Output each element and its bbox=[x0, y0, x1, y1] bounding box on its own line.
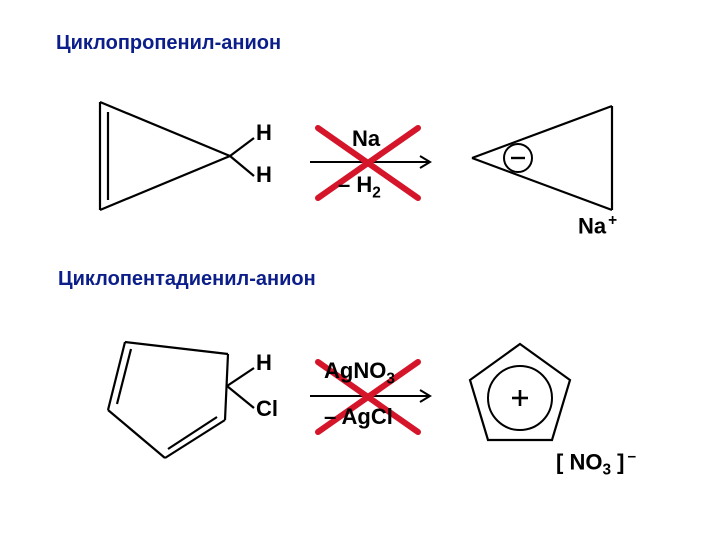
label-Na-reagent: Na bbox=[352, 126, 380, 152]
label-Cl: Cl bbox=[256, 396, 278, 422]
label-H2-byproduct: – H2 bbox=[338, 172, 381, 202]
label-Na-counterion: Na+ bbox=[578, 212, 617, 239]
cyclopropene-start bbox=[100, 102, 254, 210]
label-H-cp: H bbox=[256, 350, 272, 376]
cyclopropenyl-anion bbox=[472, 106, 612, 210]
cyclopentadiene-start bbox=[108, 342, 254, 458]
label-minus-AgCl: – AgCl bbox=[324, 404, 393, 430]
label-H-bottom: H bbox=[256, 162, 272, 188]
label-AgNO3: AgNO3 bbox=[324, 358, 395, 388]
label-H-top: H bbox=[256, 120, 272, 146]
cyclopentadienyl-cation bbox=[470, 344, 570, 440]
label-NO3-anion: [ NO3 ]– bbox=[556, 448, 636, 480]
